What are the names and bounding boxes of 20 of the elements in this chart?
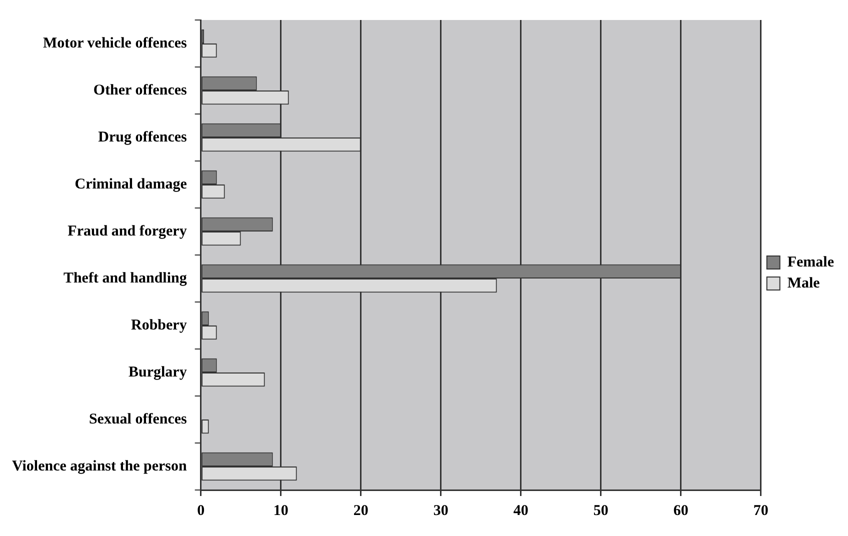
x-tick-label: 60 — [673, 502, 688, 519]
y-tick-label: Fraud and forgery — [68, 223, 188, 240]
x-tick-label: 30 — [433, 502, 448, 519]
y-tick-label: Robbery — [131, 317, 188, 334]
x-tick-label: 0 — [197, 502, 205, 519]
y-tick-label: Drug offences — [98, 129, 188, 146]
x-tick-label: 20 — [353, 502, 368, 519]
y-tick-label: Theft and handling — [63, 270, 188, 286]
y-tick-label: Sexual offences — [88, 411, 188, 428]
y-tick-label: Violence against the person — [12, 458, 188, 474]
x-tick-label: 70 — [753, 502, 768, 519]
y-tick-label: Criminal damage — [74, 176, 188, 192]
legend-label: Female — [787, 254, 834, 270]
y-tick-label: Other offences — [93, 82, 188, 98]
legend-label: Male — [787, 275, 820, 292]
x-tick-label: 40 — [513, 502, 528, 519]
y-tick-label: Burglary — [128, 364, 188, 380]
y-tick-label: Motor vehicle offences — [43, 35, 188, 52]
x-tick-label: 50 — [593, 502, 608, 519]
x-tick-label: 10 — [273, 502, 288, 519]
